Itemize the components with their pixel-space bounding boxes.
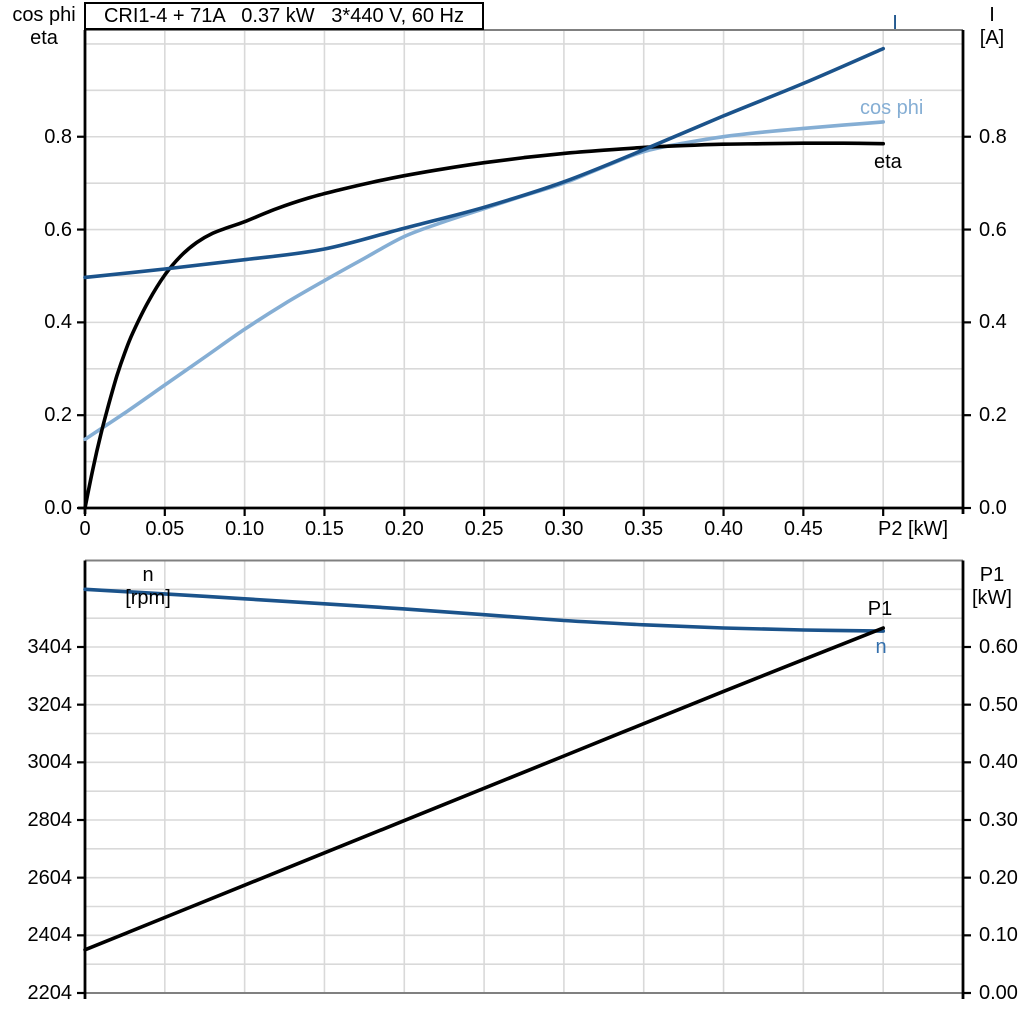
left-axis-tick-label: 0.2: [44, 404, 72, 427]
bottom-chart-left-axis-header-speed: n: [142, 564, 154, 586]
left-axis-tick-label: 2204: [27, 982, 73, 1004]
top-chart-right-axis-header-current: I: [989, 4, 995, 26]
left-axis-tick-label: 0.0: [44, 497, 72, 519]
x-axis-tick-label: 0.20: [384, 518, 424, 540]
top-chart-right-axis-header-unit-amps: [A]: [979, 27, 1005, 49]
right-axis-tick-label: 0.60: [979, 636, 1018, 658]
curve-label-eta: eta: [874, 151, 902, 173]
curve-label-cos-phi: cos phi: [860, 97, 924, 119]
right-axis-tick-label: 0.20: [979, 866, 1018, 889]
bottom-chart-left-axis-header-unit-rpm: [rpm]: [125, 587, 171, 609]
x-axis-tick-label: 0.30: [544, 518, 584, 540]
right-axis-tick-label: 0.50: [979, 693, 1018, 716]
x-axis-tick-label: 0.05: [145, 518, 185, 540]
left-axis-tick-label: 3404: [27, 636, 73, 658]
x-axis-tick-label: 0: [79, 518, 91, 540]
top-chart-left-axis-header-eta: eta: [30, 27, 58, 49]
right-axis-tick-label: 0.10: [979, 924, 1018, 947]
left-axis-tick-label: 3004: [27, 751, 73, 774]
bottom-chart-right-axis-header-unit-kw: [kW]: [972, 587, 1012, 609]
right-axis-tick-label: 0.6: [979, 218, 1007, 241]
chart-title-box: CRI1-4 + 71A 0.37 kW 3*440 V, 60 Hz: [84, 2, 484, 30]
left-axis-tick-label: 3204: [27, 693, 73, 716]
right-axis-tick-label: 0.40: [979, 751, 1018, 774]
curve-label-n: n: [875, 636, 887, 658]
x-axis-tick-label: 0.10: [225, 518, 265, 540]
bottom-chart-right-axis-header-p1: P1: [979, 564, 1005, 586]
left-axis-tick-label: 0.8: [44, 125, 72, 148]
curve-label-current: I: [892, 12, 898, 34]
right-axis-tick-label: 0.00: [979, 982, 1018, 1004]
x-axis-tick-label: 0.25: [464, 518, 504, 540]
curve-label-p1: P1: [867, 598, 893, 620]
x-axis-tick-label: 0.15: [304, 518, 344, 540]
x-axis-tick-label: 0.45: [783, 518, 823, 540]
top-chart-left-axis-header-cos-phi: cos phi: [12, 4, 76, 26]
top-chart-x-axis-label: P2 [kW]: [877, 518, 948, 540]
left-axis-tick-label: 0.6: [44, 218, 72, 241]
left-axis-tick-label: 2404: [27, 924, 73, 947]
right-axis-tick-label: 0.30: [979, 809, 1018, 831]
right-axis-tick-label: 0.0: [979, 497, 1007, 519]
left-axis-tick-label: 0.4: [44, 311, 72, 334]
left-axis-tick-label: 2604: [27, 866, 73, 889]
curve-P1: [83, 626, 885, 952]
left-axis-tick-label: 2804: [27, 809, 73, 831]
curve-eta: [83, 141, 885, 510]
x-axis-tick-label: 0.35: [624, 518, 664, 540]
right-axis-tick-label: 0.2: [979, 404, 1007, 427]
x-axis-tick-label: 0.40: [704, 518, 743, 540]
right-axis-tick-label: 0.4: [979, 311, 1007, 334]
right-axis-tick-label: 0.8: [979, 125, 1007, 148]
curve-n: [83, 587, 885, 633]
curve-I: [83, 46, 885, 280]
chart-title: CRI1-4 + 71A 0.37 kW 3*440 V, 60 Hz: [103, 4, 465, 27]
